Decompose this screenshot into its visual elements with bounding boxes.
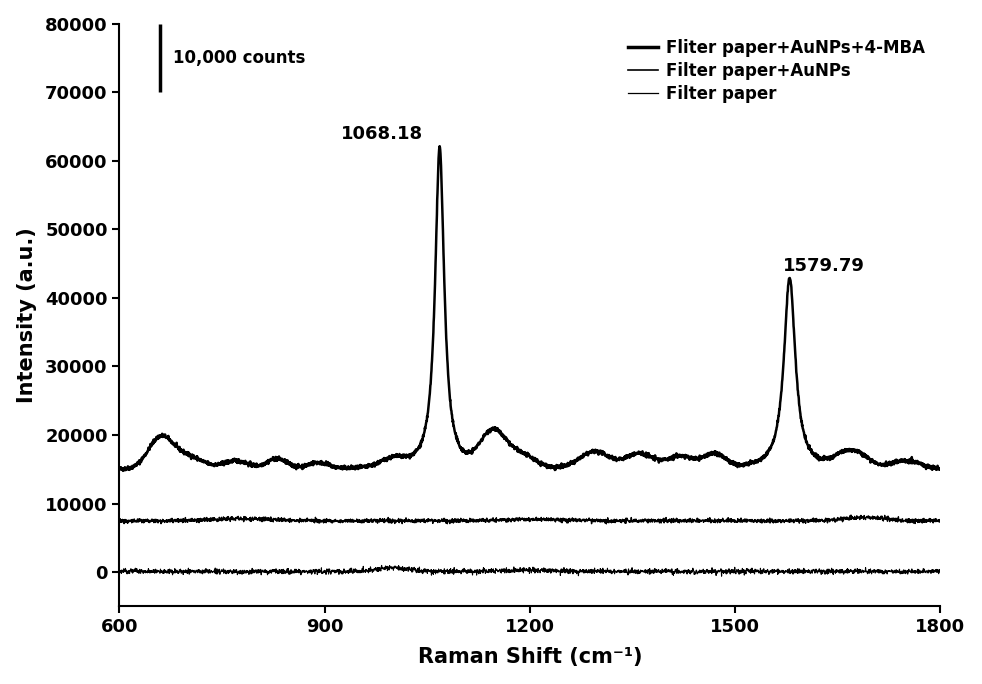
X-axis label: Raman Shift (cm⁻¹): Raman Shift (cm⁻¹) (417, 647, 642, 668)
Legend: Fliter paper+AuNPs+4-MBA, Filter paper+AuNPs, Filter paper: Fliter paper+AuNPs+4-MBA, Filter paper+A… (622, 32, 932, 109)
Text: 1068.18: 1068.18 (341, 124, 422, 143)
Text: 1579.79: 1579.79 (783, 256, 865, 274)
Text: 10,000 counts: 10,000 counts (173, 49, 305, 67)
Y-axis label: Intensity (a.u.): Intensity (a.u.) (17, 227, 36, 403)
